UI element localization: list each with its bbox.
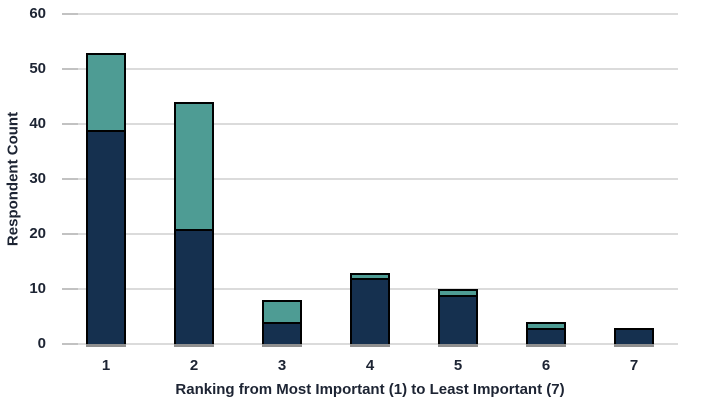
bar-rank-6 <box>526 322 566 347</box>
bar-base-shadow <box>174 344 214 347</box>
bar-rank-7 <box>614 327 654 347</box>
x-tick-label-7: 7 <box>629 357 639 374</box>
bar-segment-top-rank-2 <box>176 104 212 231</box>
bar-segment-bottom-rank-6 <box>528 329 564 344</box>
bar-segment-top-rank-5 <box>440 291 476 297</box>
y-tick-mark-60 <box>62 13 78 15</box>
bar-base-shadow <box>86 344 126 347</box>
bar-segment-bottom-rank-5 <box>440 296 476 344</box>
gridline-y-50 <box>62 68 678 70</box>
bar-rank-5 <box>438 289 478 347</box>
x-tick-label-4: 4 <box>365 357 375 374</box>
x-axis-title: Ranking from Most Important (1) to Least… <box>175 381 565 398</box>
bar-base-shadow <box>614 344 654 347</box>
x-tick-label-6: 6 <box>541 357 551 374</box>
bar-base-shadow <box>526 344 566 347</box>
bar-segment-top-rank-6 <box>528 324 564 330</box>
bar-base-shadow <box>438 344 478 347</box>
x-tick-label-1: 1 <box>101 357 111 374</box>
y-tick-label-10: 10 <box>29 280 46 297</box>
y-tick-label-60: 60 <box>29 5 46 22</box>
y-tick-mark-30 <box>62 178 78 180</box>
gridline-y-40 <box>62 123 678 125</box>
bar-base-shadow <box>350 344 390 347</box>
y-tick-label-50: 50 <box>29 60 46 77</box>
y-tick-label-20: 20 <box>29 225 46 242</box>
bar-segment-bottom-rank-1 <box>88 131 124 344</box>
gridline-y-30 <box>62 178 678 180</box>
y-tick-mark-20 <box>62 233 78 235</box>
y-tick-mark-10 <box>62 288 78 290</box>
y-tick-label-0: 0 <box>37 335 46 352</box>
bar-rank-4 <box>350 272 390 347</box>
x-tick-label-3: 3 <box>277 357 287 374</box>
bar-rank-3 <box>262 300 302 347</box>
gridline-y-20 <box>62 233 678 235</box>
y-tick-mark-0 <box>62 343 78 345</box>
bar-segment-top-rank-3 <box>264 302 300 324</box>
bar-segment-top-rank-1 <box>88 54 124 132</box>
x-tick-label-2: 2 <box>189 357 199 374</box>
bar-base-shadow <box>262 344 302 347</box>
gridline-y-60 <box>62 13 678 15</box>
y-tick-mark-50 <box>62 68 78 70</box>
bar-segment-bottom-rank-2 <box>176 230 212 344</box>
y-tick-label-30: 30 <box>29 170 46 187</box>
bar-rank-2 <box>174 102 214 347</box>
bar-segment-bottom-rank-3 <box>264 324 300 344</box>
x-tick-label-5: 5 <box>453 357 463 374</box>
plot-area <box>62 13 678 347</box>
y-tick-label-40: 40 <box>29 115 46 132</box>
bar-segment-top-rank-4 <box>352 274 388 280</box>
y-tick-mark-40 <box>62 123 78 125</box>
bar-segment-bottom-rank-4 <box>352 280 388 344</box>
bar-rank-1 <box>86 52 126 347</box>
bar-segment-bottom-rank-7 <box>616 329 652 344</box>
